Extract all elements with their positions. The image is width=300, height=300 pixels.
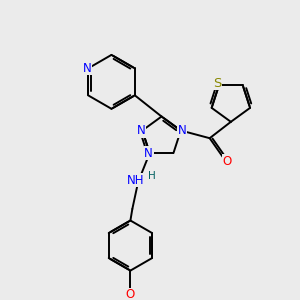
Text: S: S — [213, 77, 221, 90]
Text: H: H — [148, 171, 155, 181]
Text: NH: NH — [127, 174, 144, 187]
Text: O: O — [126, 288, 135, 300]
Text: N: N — [83, 62, 92, 75]
Text: N: N — [137, 124, 146, 137]
Text: N: N — [144, 147, 153, 160]
Text: N: N — [177, 124, 186, 137]
Text: O: O — [222, 155, 232, 168]
